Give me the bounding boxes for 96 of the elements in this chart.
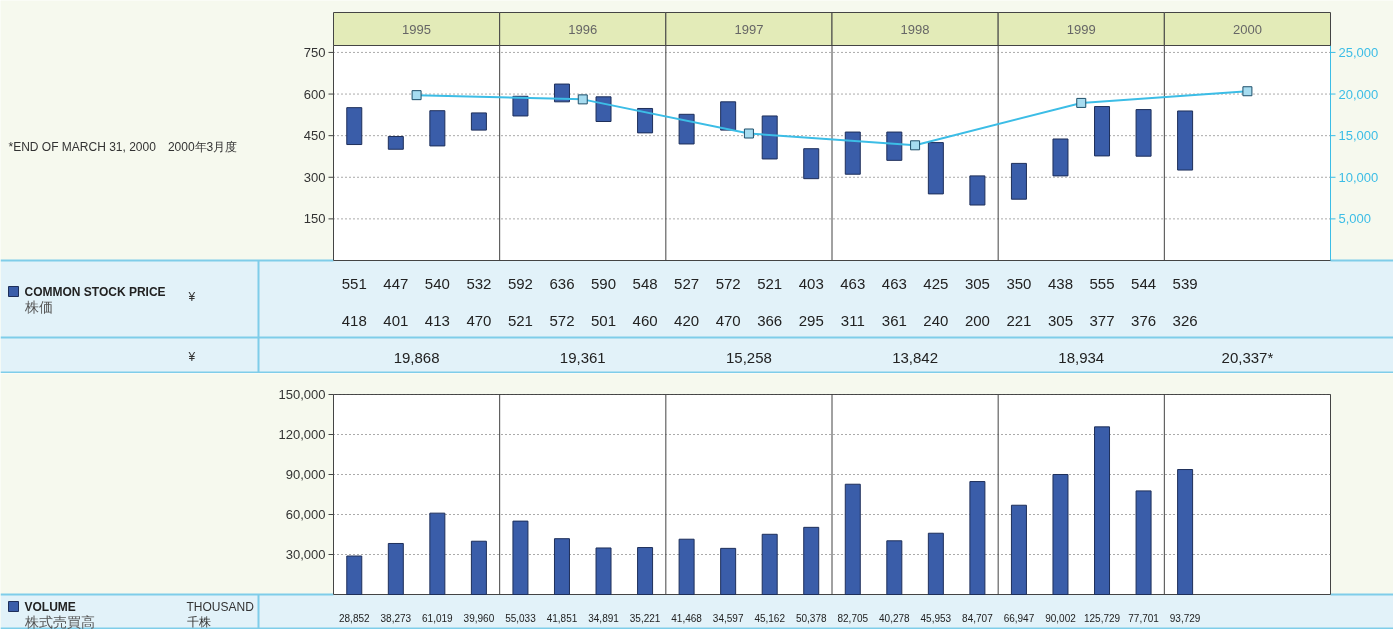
text: 548 — [632, 274, 658, 292]
data-label: 55,033 — [505, 612, 537, 624]
text: 305 — [1047, 311, 1073, 329]
data-label: 35,221 — [629, 612, 661, 624]
x-tick-label: 1997 — [734, 21, 764, 37]
text: 413 — [424, 311, 450, 329]
y-tick-label: 600 — [303, 86, 326, 102]
text: 460 — [632, 311, 658, 329]
data-label: 39,960 — [463, 612, 495, 624]
text: 521 — [507, 311, 533, 329]
y2-tick-label: 15,000 — [1338, 128, 1379, 144]
y-tick-label: 90,000 — [285, 467, 326, 482]
data-label: 77,701 — [1128, 612, 1160, 624]
data-label: 90,002 — [1045, 612, 1077, 624]
text: 19,868 — [393, 348, 440, 366]
text: 501 — [591, 311, 617, 329]
text: 539 — [1172, 274, 1198, 292]
data-label: 61,019 — [422, 612, 454, 624]
text: 418 — [341, 311, 367, 329]
text: 18,934 — [1058, 348, 1105, 366]
text: 470 — [466, 311, 492, 329]
y-tick-label: 750 — [303, 44, 326, 60]
text: 555 — [1089, 274, 1115, 292]
text: 527 — [674, 274, 700, 292]
x-tick-label: 2000 — [1232, 21, 1262, 37]
legend-label: VOLUME 株式売買高 — [23, 599, 95, 629]
text: *END OF MARCH 31, 2000 2000年3月度 — [8, 139, 238, 154]
text: 540 — [424, 274, 450, 292]
text: 200 — [964, 311, 990, 329]
text: 551 — [341, 274, 367, 292]
text: THOUSAND 千株 — [186, 599, 255, 629]
legend-label: COMMON STOCK PRICE 株価 — [23, 284, 166, 315]
text: 350 — [1006, 274, 1032, 292]
text: 20,337* — [1221, 349, 1274, 366]
y-tick-label: 150 — [303, 211, 326, 227]
y-tick-label: 60,000 — [285, 507, 326, 522]
data-label: 45,953 — [920, 612, 952, 624]
text: 521 — [757, 274, 783, 292]
x-tick-label: 1996 — [568, 21, 598, 37]
text: 572 — [549, 311, 575, 329]
text: 403 — [798, 274, 824, 292]
x-tick-label: 1998 — [900, 21, 930, 37]
text: 401 — [383, 311, 409, 329]
data-label: 34,891 — [588, 612, 620, 624]
text: 295 — [798, 311, 824, 329]
y-tick-label: 30,000 — [285, 547, 326, 562]
data-label: 28,852 — [338, 612, 370, 624]
text: 377 — [1089, 311, 1115, 329]
text: 447 — [383, 274, 409, 292]
text: ¥ — [187, 349, 196, 364]
text: 572 — [715, 274, 741, 292]
data-label: 66,947 — [1003, 612, 1035, 624]
data-label: 82,705 — [837, 612, 869, 624]
text: 311 — [840, 311, 865, 329]
y2-tick-label: 10,000 — [1338, 169, 1379, 185]
data-label: 34,597 — [712, 612, 744, 624]
text: 366 — [757, 311, 783, 329]
data-label: 93,729 — [1169, 612, 1201, 624]
text: 463 — [881, 274, 907, 292]
y2-tick-label: 20,000 — [1338, 86, 1379, 102]
text: 240 — [923, 311, 949, 329]
text: 438 — [1047, 274, 1073, 292]
y2-tick-label: 5,000 — [1338, 211, 1372, 227]
data-label: 41,851 — [546, 612, 578, 624]
data-label: 45,162 — [754, 612, 786, 624]
y2-tick-label: 25,000 — [1338, 44, 1379, 60]
text: 470 — [715, 311, 741, 329]
data-label: 84,707 — [962, 612, 994, 624]
text: 532 — [466, 274, 492, 292]
y-tick-label: 150,000 — [278, 387, 326, 402]
data-label: 41,468 — [671, 612, 703, 624]
text: 13,842 — [892, 348, 939, 366]
x-tick-label: 1999 — [1066, 21, 1096, 37]
text: 592 — [507, 274, 533, 292]
data-label: 125,729 — [1083, 612, 1121, 624]
data-label: 40,278 — [879, 612, 911, 624]
text: 420 — [674, 311, 700, 329]
text: 544 — [1131, 274, 1157, 292]
text: 590 — [591, 274, 617, 292]
text: ¥ — [187, 289, 196, 304]
text: 376 — [1131, 311, 1157, 329]
text: 425 — [923, 274, 949, 292]
x-tick-label: 1995 — [402, 21, 432, 37]
data-label: 38,273 — [380, 612, 412, 624]
text: 15,258 — [725, 348, 772, 366]
text: 361 — [881, 311, 907, 329]
text: 221 — [1006, 311, 1032, 329]
y-tick-label: 450 — [303, 128, 326, 144]
text: 463 — [840, 274, 866, 292]
y-tick-label: 120,000 — [278, 427, 326, 442]
text: 636 — [549, 274, 575, 292]
text: 19,361 — [559, 348, 606, 366]
y-tick-label: 300 — [303, 169, 326, 185]
text: 305 — [964, 274, 990, 292]
data-label: 50,378 — [795, 612, 827, 624]
text: 326 — [1172, 311, 1198, 329]
